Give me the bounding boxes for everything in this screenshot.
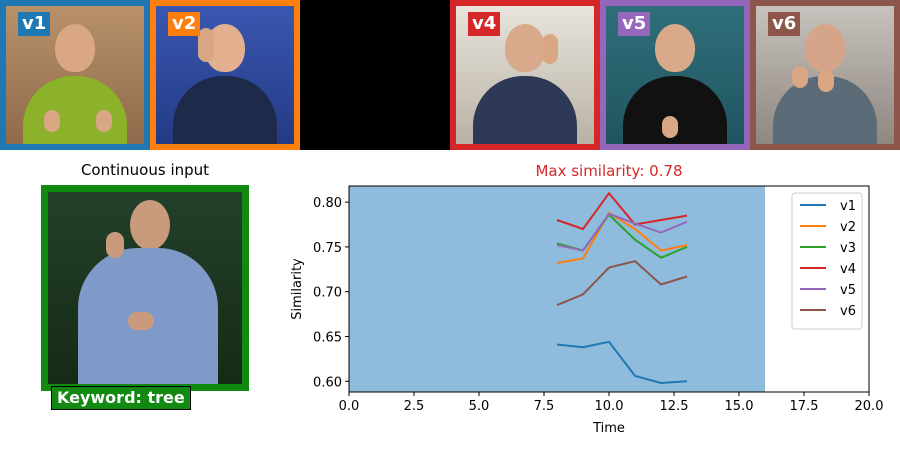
video-thumbnail-v1[interactable]: v1: [0, 0, 150, 150]
y-tick-label: 0.60: [313, 375, 342, 390]
video-thumbnail-v6[interactable]: v6: [750, 0, 900, 150]
x-tick-label: 5.0: [469, 399, 490, 414]
x-tick-label: 10.0: [595, 399, 624, 414]
series-line-v4: [556, 191, 688, 231]
video-label-v2: v2: [168, 12, 201, 36]
chart-title: Max similarity: 0.78: [535, 162, 682, 180]
legend-label-v5: v5: [840, 283, 856, 298]
x-tick-label: 20.0: [855, 399, 884, 414]
y-tick-label: 0.75: [313, 241, 342, 256]
series-line-v5: [556, 212, 688, 252]
x-tick-label: 12.5: [660, 399, 689, 414]
video-thumbnail-strip: v1 v2 v4 v5 v6: [0, 0, 900, 150]
y-axis-label: Similarity: [290, 258, 305, 320]
shaded-region: [349, 186, 765, 392]
legend-label-v6: v6: [840, 304, 856, 319]
continuous-input-title: Continuous input: [80, 161, 210, 179]
continuous-input-video[interactable]: [41, 185, 249, 391]
legend-label-v3: v3: [840, 241, 856, 256]
series-line-v2: [556, 211, 688, 264]
legend-label-v1: v1: [840, 199, 856, 214]
x-tick-label: 15.0: [725, 399, 754, 414]
video-label-v5: v5: [618, 12, 651, 36]
series-line-v6: [556, 260, 688, 307]
x-tick-label: 0.0: [339, 399, 360, 414]
x-tick-label: 17.5: [790, 399, 819, 414]
video-label-v6: v6: [768, 12, 801, 36]
x-tick-label: 7.5: [534, 399, 555, 414]
video-thumbnail-v5[interactable]: v5: [600, 0, 750, 150]
legend-label-v4: v4: [840, 262, 856, 277]
y-tick-label: 0.65: [313, 330, 342, 345]
video-thumbnail-v4[interactable]: v4: [450, 0, 600, 150]
series-line-v1: [556, 340, 688, 385]
video-label-v4: v4: [468, 12, 501, 36]
legend-label-v2: v2: [840, 220, 856, 235]
x-tick-label: 2.5: [404, 399, 425, 414]
similarity-chart: Max similarity: 0.78 0.0 2.5 5.0 7.5 10.0 12.5…: [290, 162, 884, 436]
keyword-label: Keyword: tree: [51, 386, 191, 410]
video-label-v1: v1: [18, 12, 51, 36]
x-axis-label: Time: [592, 421, 625, 436]
video-thumbnail-v2[interactable]: v2: [150, 0, 300, 150]
y-tick-label: 0.80: [313, 196, 342, 211]
y-tick-label: 0.70: [313, 286, 342, 301]
